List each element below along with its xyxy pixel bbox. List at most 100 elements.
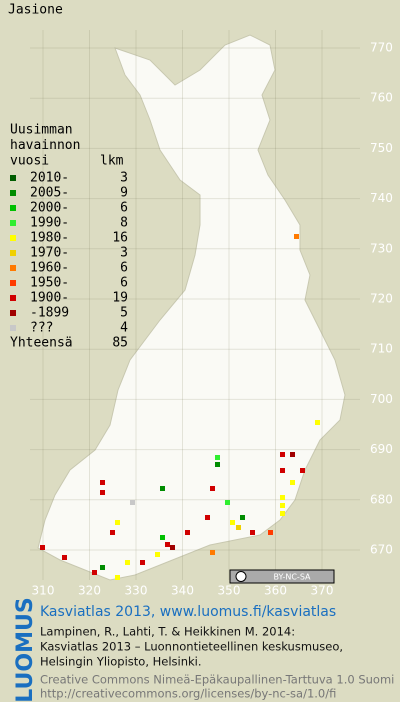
legend-swatch xyxy=(10,220,16,226)
east-label: 370 xyxy=(311,584,334,598)
square xyxy=(240,515,245,520)
legend-count: 19 xyxy=(112,291,128,306)
square xyxy=(210,486,215,491)
legend-heading: vuosi xyxy=(10,154,49,169)
square xyxy=(160,535,165,540)
legend-swatch xyxy=(10,295,16,301)
legend-count: 6 xyxy=(120,261,128,276)
citation-line: Lampinen, R., Lahti, T. & Heikkinen M. 2… xyxy=(40,625,295,639)
north-label: 710 xyxy=(370,342,393,356)
square xyxy=(130,500,135,505)
square xyxy=(280,452,285,457)
square xyxy=(280,503,285,508)
legend-label: 2010- xyxy=(30,171,69,186)
square xyxy=(290,452,295,457)
square xyxy=(125,560,130,565)
legend-label: 1980- xyxy=(30,231,69,246)
square xyxy=(165,542,170,547)
legend-label: 1950- xyxy=(30,276,69,291)
square xyxy=(115,575,120,580)
legend-count: 6 xyxy=(120,276,128,291)
legend-label: 2005- xyxy=(30,186,69,201)
legend-swatch xyxy=(10,265,16,271)
grid: 770 760 750 740 730 720 710 700 690 680 670 310 320 3… xyxy=(30,30,393,598)
east-label: 330 xyxy=(125,584,148,598)
license-badge xyxy=(229,569,335,584)
legend-heading: Uusimman xyxy=(10,123,73,138)
east-label: 320 xyxy=(78,584,101,598)
legend-swatch xyxy=(10,175,16,181)
legend-count: 9 xyxy=(120,186,128,201)
finland-outline xyxy=(37,34,346,581)
square xyxy=(280,511,285,516)
legend-count: 3 xyxy=(120,246,128,261)
square xyxy=(100,565,105,570)
legend-label: 1970- xyxy=(30,246,69,261)
legend-count: 4 xyxy=(120,321,128,336)
east-label: 310 xyxy=(32,584,55,598)
square xyxy=(115,520,120,525)
square xyxy=(268,530,273,535)
east-label: 340 xyxy=(171,584,194,598)
square xyxy=(315,420,320,425)
square xyxy=(185,530,190,535)
license-line: http://creativecommons.org/licenses/by-n… xyxy=(40,687,336,701)
occurrence-squares xyxy=(40,234,320,580)
square xyxy=(230,520,235,525)
legend-swatch xyxy=(10,280,16,286)
square xyxy=(250,530,255,535)
square xyxy=(236,525,241,530)
legend-label: 1960- xyxy=(30,261,69,276)
legend-swatch xyxy=(10,310,16,316)
cc-icon xyxy=(235,571,247,582)
logo: LUOMUS xyxy=(13,597,38,702)
legend-label: 1990- xyxy=(30,216,69,231)
total-count: 85 xyxy=(112,336,128,351)
square xyxy=(155,552,160,557)
north-label: 740 xyxy=(370,191,393,205)
north-label: 680 xyxy=(370,492,393,506)
square xyxy=(92,570,97,575)
square xyxy=(100,480,105,485)
legend-label: ??? xyxy=(30,321,53,336)
license-line: Creative Commons Nimeä-Epäkaupallinen-Ta… xyxy=(40,673,394,687)
legend-count: 3 xyxy=(120,171,128,186)
square xyxy=(205,515,210,520)
legend-count: 16 xyxy=(112,231,128,246)
legend-swatch xyxy=(10,325,16,331)
east-label: 350 xyxy=(218,584,241,598)
north-label: 730 xyxy=(370,241,393,255)
citation-line: Helsingin Yliopisto, Helsinki. xyxy=(40,655,202,669)
north-label: 750 xyxy=(370,141,393,155)
legend-swatch xyxy=(10,250,16,256)
north-label: 760 xyxy=(370,91,393,105)
legend-swatch xyxy=(10,205,16,211)
headline: Kasviatlas 2013, www.luomus.fi/kasviatla… xyxy=(40,604,336,620)
citation-line: Kasviatlas 2013 – Luonnontieteellinen ke… xyxy=(40,640,343,654)
legend-label: 2000- xyxy=(30,201,69,216)
total-label: Yhteensä xyxy=(10,336,73,351)
north-label: 690 xyxy=(370,442,393,456)
north-label: 670 xyxy=(370,543,393,557)
legend-heading: havainnon xyxy=(10,138,80,153)
legend-swatch xyxy=(10,235,16,241)
square xyxy=(280,495,285,500)
square xyxy=(300,468,305,473)
legend-count: 5 xyxy=(120,306,128,321)
legend-count: 6 xyxy=(120,201,128,216)
license-badge-text: BY-NC-SA xyxy=(273,573,311,582)
square xyxy=(170,545,175,550)
legend-label: -1899 xyxy=(30,306,69,321)
legend-count: 8 xyxy=(120,216,128,231)
square xyxy=(215,455,220,460)
square xyxy=(110,530,115,535)
legend-swatch xyxy=(10,190,16,196)
square xyxy=(62,555,67,560)
square xyxy=(215,462,220,467)
square xyxy=(280,468,285,473)
east-label: 360 xyxy=(264,584,287,598)
square xyxy=(40,545,45,550)
